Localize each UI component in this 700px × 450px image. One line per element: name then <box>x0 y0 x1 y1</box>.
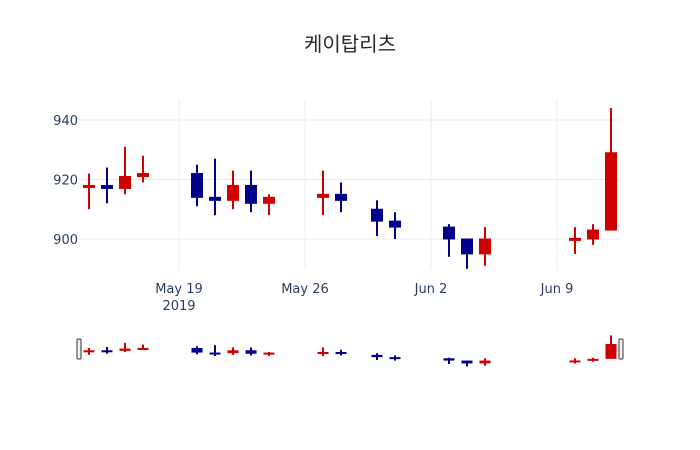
chart-title: 케이탑리츠 <box>304 32 396 56</box>
slider-candle <box>83 348 95 355</box>
slider-candle <box>317 347 329 356</box>
candle <box>371 200 383 237</box>
slider-candle <box>137 344 149 350</box>
slider-candle <box>569 358 581 364</box>
slider-candle <box>587 357 599 362</box>
slider-candle <box>461 360 473 367</box>
candle <box>587 224 599 245</box>
candle <box>245 170 257 213</box>
slider-candle <box>263 352 275 356</box>
candle <box>83 173 95 210</box>
x-tick-label: Jun 9 <box>540 282 574 297</box>
slider-candle <box>191 346 203 355</box>
x-tick-label: May 26 <box>281 282 329 297</box>
candle <box>389 212 401 239</box>
candle <box>137 155 149 183</box>
candle <box>119 146 131 195</box>
slider-candle <box>389 355 401 361</box>
slider-candle <box>335 349 347 356</box>
range-slider-left-handle[interactable] <box>76 338 82 360</box>
slider-candle <box>227 347 239 355</box>
y-tick-label: 940 <box>53 114 78 129</box>
range-slider-right-handle[interactable] <box>618 338 624 360</box>
slider-candle <box>605 335 617 359</box>
y-tick-label: 920 <box>53 174 78 189</box>
candle <box>461 238 473 269</box>
candle <box>317 170 329 216</box>
candle <box>479 227 491 266</box>
candle <box>263 194 275 216</box>
slider-candle <box>443 357 455 364</box>
candle <box>101 167 113 204</box>
slider-candle <box>101 346 113 354</box>
candle <box>209 158 221 216</box>
slider-candle <box>245 347 257 356</box>
range-slider[interactable] <box>76 335 624 367</box>
candle <box>335 182 347 213</box>
y-tick-label: 900 <box>53 233 78 248</box>
slider-candle <box>371 353 383 360</box>
candle <box>227 170 239 210</box>
x-tick-label: May 19 <box>155 282 203 297</box>
candle <box>191 164 203 207</box>
x-tick-year: 2019 <box>162 299 195 314</box>
gridlines <box>80 100 620 270</box>
slider-candle <box>209 345 221 356</box>
candles-main <box>83 108 617 269</box>
slider-candle <box>479 358 491 366</box>
x-axis: May 19 2019 May 26 Jun 2 Jun 9 <box>155 282 573 314</box>
slider-candle <box>119 342 131 352</box>
candle <box>605 108 617 231</box>
x-tick-label: Jun 2 <box>414 282 448 297</box>
candle <box>443 224 455 257</box>
y-axis: 900 920 940 <box>53 114 78 248</box>
candle <box>569 227 581 254</box>
